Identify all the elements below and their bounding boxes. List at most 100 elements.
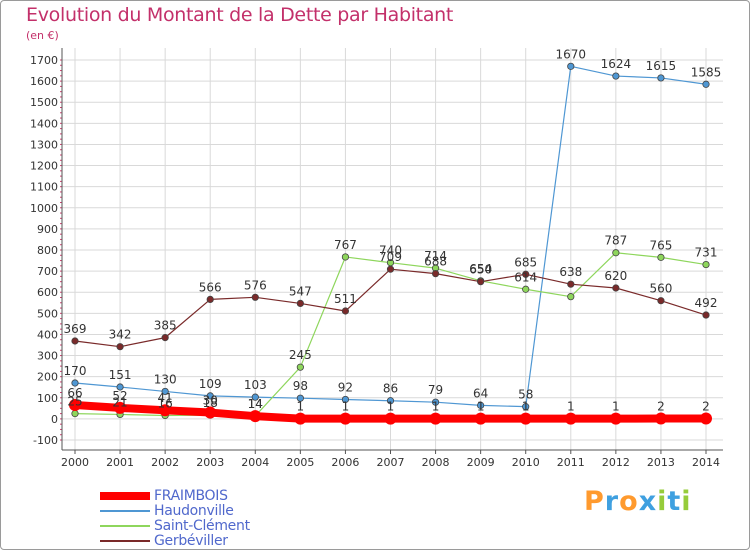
data-label-fraimbois: 52	[112, 389, 127, 403]
data-label-haudonville: 64	[473, 386, 488, 400]
point-haudonville	[71, 379, 79, 387]
logo-letter: t	[667, 486, 682, 517]
data-label-saint-clement: 767	[334, 238, 357, 252]
point-fraimbois	[654, 412, 667, 425]
data-label-saint-clement: 740	[379, 244, 402, 258]
y-tick-label: 1200	[30, 160, 58, 173]
data-label-fraimbois: 1	[522, 400, 530, 414]
point-gerbeviller	[386, 265, 395, 273]
x-tick-label: 2011	[557, 456, 585, 469]
y-tick-label: 1100	[30, 181, 58, 194]
point-gerbeviller	[341, 307, 350, 315]
legend-label-gerbeviller: Gerbéviller	[154, 532, 228, 549]
data-label-gerbeviller: 638	[559, 265, 582, 279]
point-haudonville	[567, 62, 575, 70]
y-tick-label: 800	[37, 244, 58, 257]
x-tick-label: 2014	[692, 456, 720, 469]
point-gerbeviller	[296, 299, 304, 308]
point-fraimbois	[69, 398, 81, 411]
point-haudonville	[386, 397, 395, 405]
point-fraimbois	[474, 412, 487, 425]
point-fraimbois	[384, 412, 397, 425]
point-gerbeviller	[251, 293, 259, 301]
data-label-fraimbois: 1	[477, 400, 485, 414]
data-label-haudonville: 1624	[601, 57, 632, 71]
x-tick-label: 2007	[377, 456, 405, 469]
y-tick-label: 0	[51, 413, 58, 426]
point-fraimbois	[519, 412, 532, 425]
data-label-saint-clement: 654	[469, 262, 492, 276]
logo-letter: x	[638, 486, 658, 517]
data-label-saint-clement: 25	[67, 395, 82, 409]
point-saint-clement	[341, 253, 350, 261]
point-saint-clement	[296, 363, 304, 371]
data-label-fraimbois: 1	[297, 400, 305, 414]
point-fraimbois	[204, 406, 217, 419]
point-gerbeviller	[612, 284, 620, 292]
data-label-gerbeviller: 650	[469, 263, 492, 277]
data-label-saint-clement: 714	[424, 249, 447, 263]
data-label-haudonville: 109	[199, 377, 222, 391]
x-tick-label: 2004	[241, 456, 269, 469]
plot-area	[62, 48, 723, 450]
data-label-haudonville: 1615	[646, 59, 677, 73]
point-gerbeviller	[702, 311, 710, 319]
legend-swatch-haudonville	[100, 509, 150, 512]
x-tick-label: 2010	[512, 456, 540, 469]
y-tick-label: 1300	[30, 138, 58, 151]
point-haudonville	[477, 401, 485, 409]
data-label-haudonville: 79	[428, 383, 443, 397]
legend-item-haudonville: Haudonville	[100, 503, 250, 519]
legend-swatch-saint-clement	[100, 524, 150, 527]
point-gerbeviller	[567, 280, 575, 288]
data-label-gerbeviller: 685	[514, 255, 537, 269]
point-fraimbois	[609, 412, 622, 425]
x-tick-label: 2009	[467, 456, 495, 469]
y-tick-label: -100	[33, 434, 58, 447]
logo-letter: P	[584, 486, 605, 517]
point-gerbeviller	[71, 337, 79, 345]
data-label-fraimbois: 41	[158, 391, 173, 405]
data-label-gerbeviller: 576	[244, 278, 267, 292]
point-haudonville	[206, 392, 214, 400]
data-label-gerbeviller: 688	[424, 255, 447, 269]
point-haudonville	[522, 403, 530, 411]
point-gerbeviller	[206, 295, 214, 303]
data-label-gerbeviller: 369	[64, 322, 87, 336]
data-label-gerbeviller: 385	[154, 319, 177, 333]
chart-unit: (en €)	[26, 29, 59, 42]
data-label-gerbeviller: 342	[109, 328, 132, 342]
data-label-haudonville: 170	[64, 364, 87, 378]
point-fraimbois	[339, 412, 352, 425]
y-tick-label: 1500	[30, 96, 58, 109]
point-haudonville	[341, 395, 350, 404]
data-label-saint-clement: 21	[112, 395, 127, 409]
data-label-saint-clement: 614	[514, 270, 537, 284]
logo-letter: r	[604, 486, 620, 517]
data-label-haudonville: 1585	[691, 65, 722, 79]
point-saint-clement	[71, 410, 79, 418]
x-tick-label: 2002	[151, 456, 179, 469]
data-label-haudonville: 98	[293, 379, 308, 393]
data-label-fraimbois: 14	[248, 397, 263, 411]
data-label-saint-clement: 787	[604, 234, 627, 248]
data-label-saint-clement: 765	[649, 238, 672, 252]
logo-letter: i	[681, 486, 692, 517]
point-gerbeviller	[522, 270, 530, 278]
data-label-saint-clement: 731	[695, 246, 718, 260]
y-tick-label: 1600	[30, 75, 58, 88]
data-labels: 66 52 41 30 14 1 1 1 1 1 1 1 1 2 2 170 151 130 109 103 98 92 8…	[64, 47, 722, 413]
data-label-fraimbois: 66	[67, 386, 82, 400]
data-label-fraimbois: 1	[342, 400, 350, 414]
data-label-fraimbois: 1	[387, 400, 395, 414]
y-tick-label: 400	[37, 328, 58, 341]
point-gerbeviller	[657, 297, 665, 305]
point-haudonville	[161, 387, 169, 396]
point-fraimbois	[564, 412, 577, 425]
legend-label-saint-clement: Saint-Clément	[154, 517, 250, 534]
point-saint-clement	[522, 285, 530, 293]
x-tick-label: 2013	[647, 456, 675, 469]
data-label-gerbeviller: 566	[199, 280, 222, 294]
legend-label-fraimbois: FRAIMBOIS	[154, 487, 228, 504]
